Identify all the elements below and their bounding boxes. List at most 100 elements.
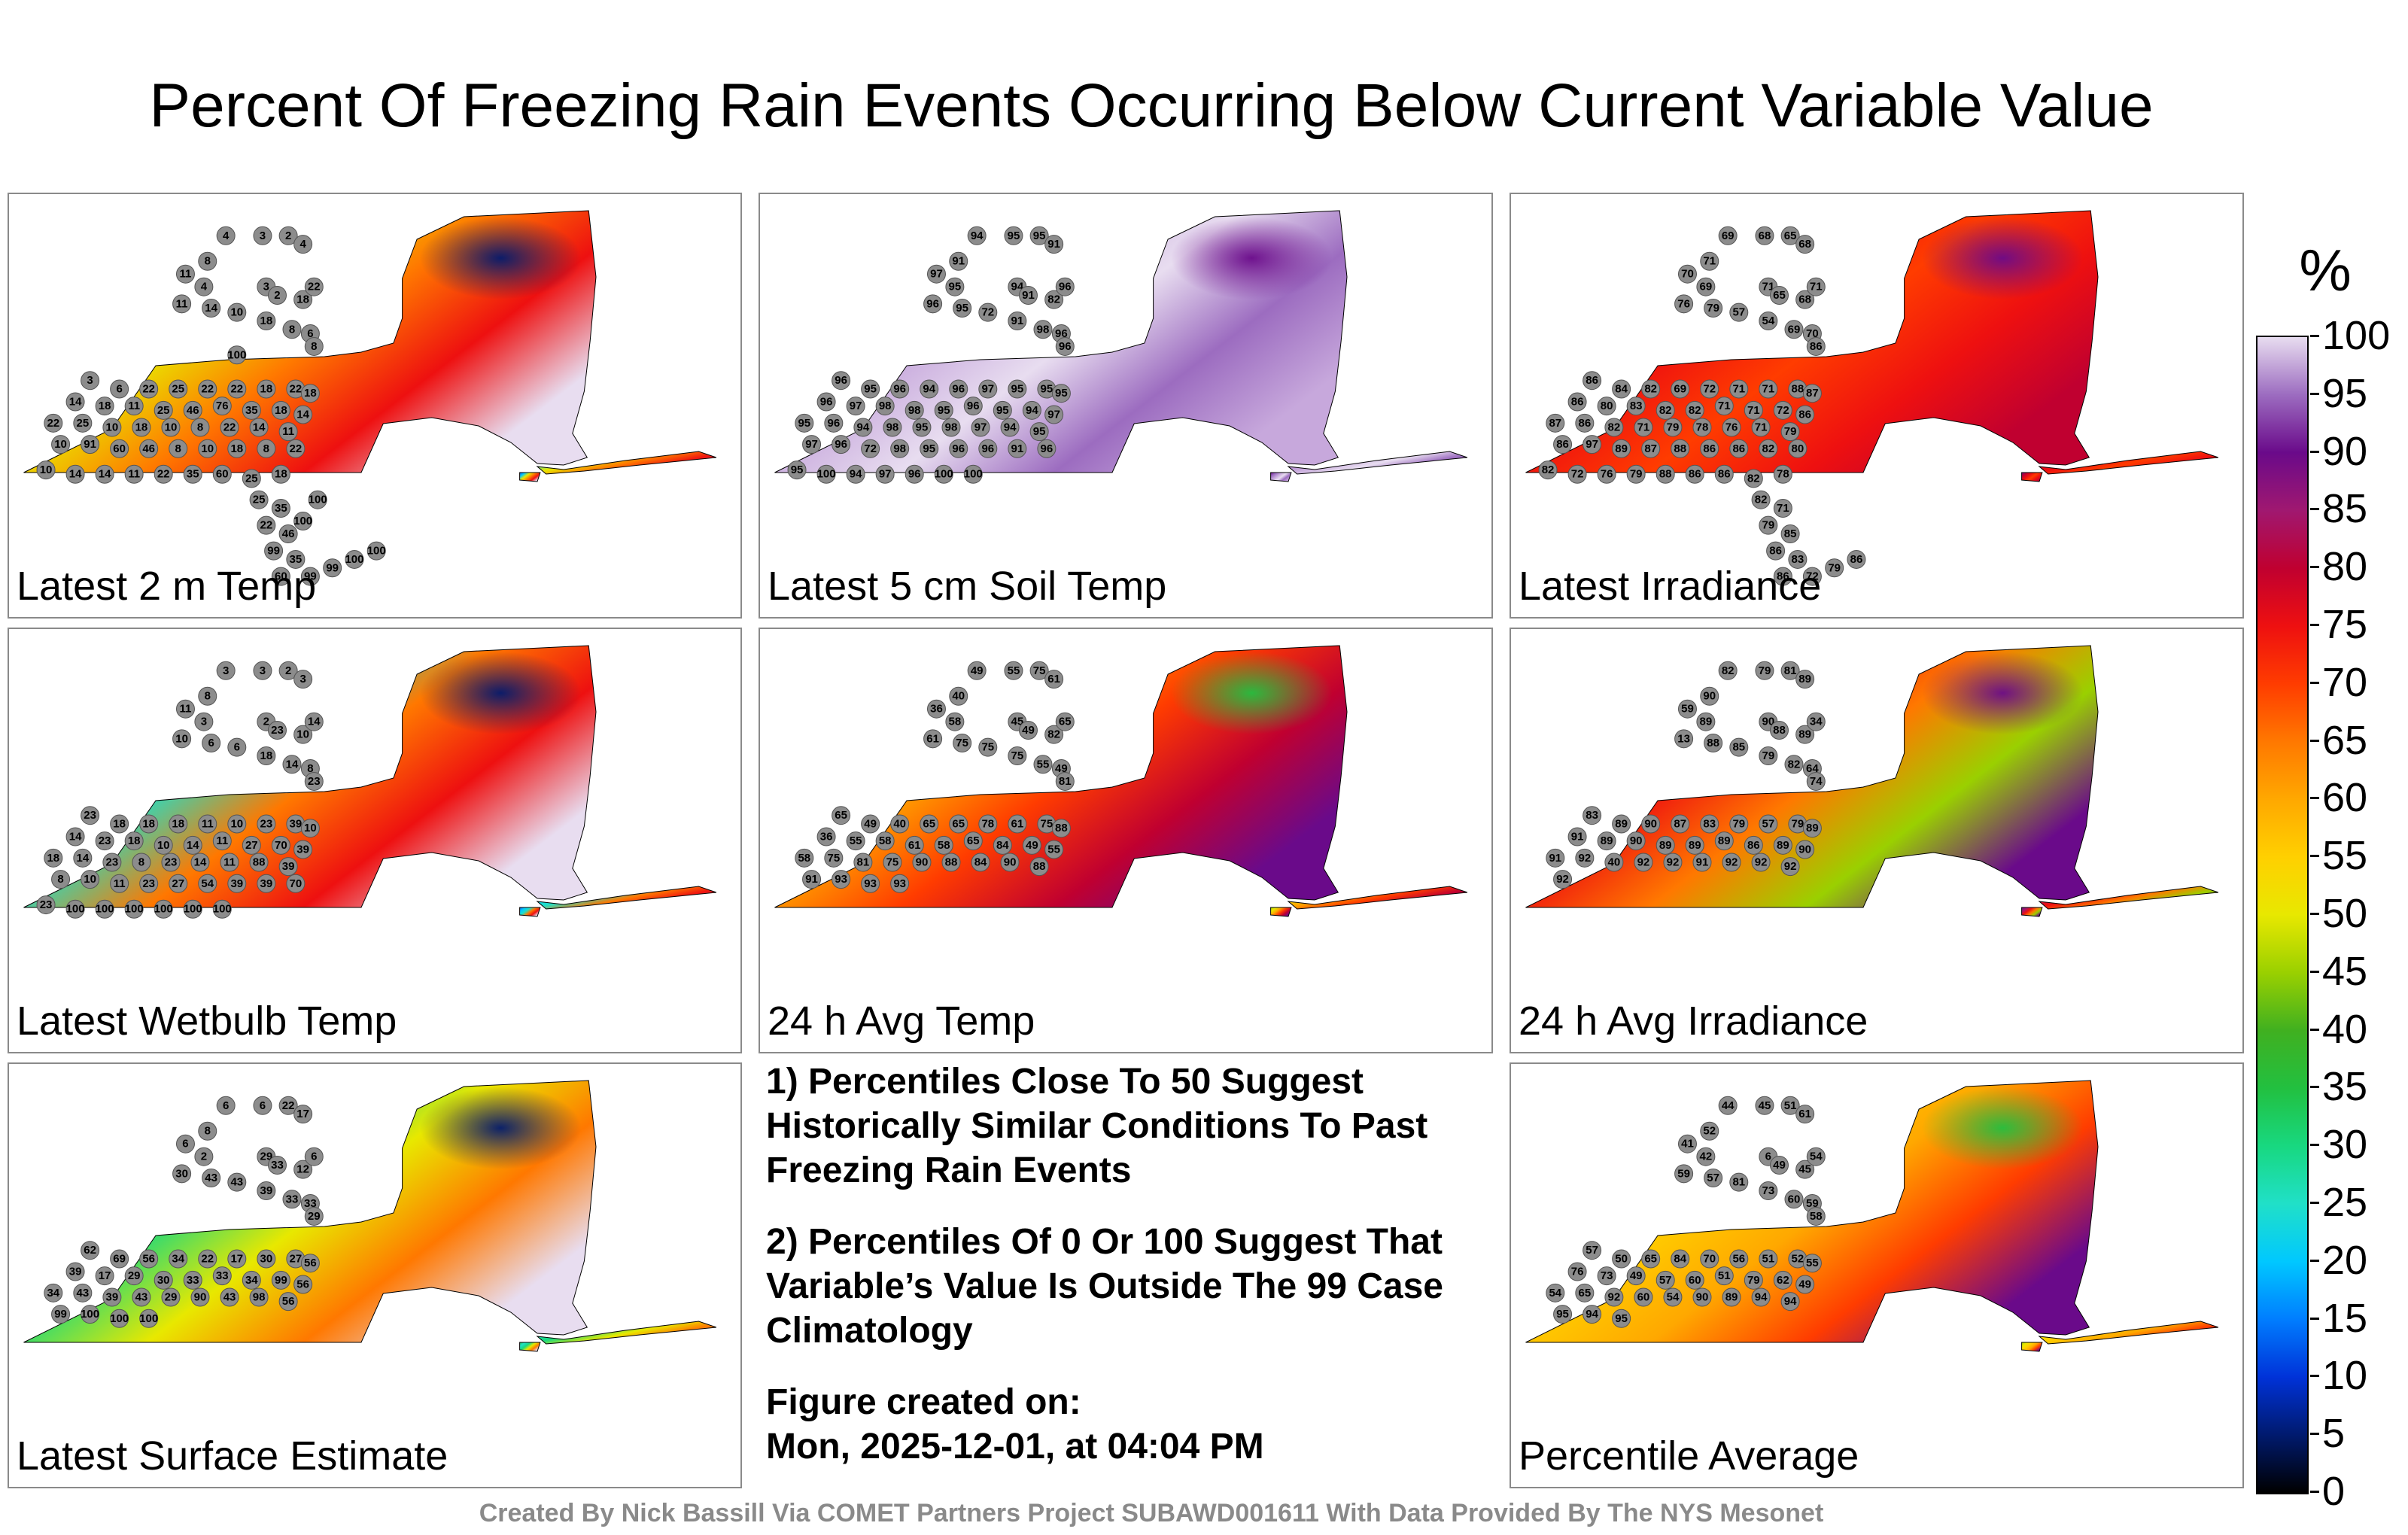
station-marker bbox=[278, 1096, 298, 1115]
station-value: 86 bbox=[1578, 417, 1591, 430]
adirondack-shading bbox=[1922, 217, 2084, 299]
station-value: 10 bbox=[54, 438, 67, 451]
station-value: 45 bbox=[1011, 716, 1023, 728]
station-value: 8 bbox=[175, 442, 181, 455]
station-marker bbox=[1755, 661, 1774, 680]
station-marker bbox=[1780, 661, 1800, 680]
station-marker bbox=[110, 814, 129, 834]
station-value: 56 bbox=[282, 1295, 295, 1308]
station-value: 96 bbox=[981, 442, 994, 455]
colorbar-tick-label: 85 bbox=[2322, 486, 2368, 532]
station-value: 96 bbox=[1059, 340, 1072, 353]
station-marker bbox=[1546, 848, 1565, 868]
station-value: 91 bbox=[1022, 289, 1035, 302]
staten-island-shape bbox=[1271, 473, 1291, 482]
station-value: 11 bbox=[114, 877, 126, 890]
staten-island-shape bbox=[520, 1342, 540, 1351]
station-value: 79 bbox=[1630, 468, 1643, 481]
station-value: 76 bbox=[1725, 421, 1738, 433]
station-value: 6 bbox=[1765, 1150, 1771, 1163]
station-value: 76 bbox=[1601, 468, 1613, 481]
station-value: 23 bbox=[308, 775, 321, 788]
station-marker bbox=[264, 541, 284, 561]
station-marker bbox=[212, 899, 232, 919]
station-marker bbox=[934, 835, 953, 855]
station-marker bbox=[212, 1266, 232, 1286]
station-value: 30 bbox=[260, 1253, 272, 1266]
station-value: 81 bbox=[857, 856, 870, 868]
station-marker bbox=[1802, 567, 1822, 586]
station-marker bbox=[1806, 1147, 1826, 1166]
station-value: 89 bbox=[1798, 728, 1811, 741]
station-marker bbox=[978, 439, 998, 458]
station-value: 93 bbox=[893, 877, 906, 890]
colorbar-tick bbox=[2310, 855, 2319, 858]
station-value: 94 bbox=[1004, 421, 1017, 433]
station-value: 89 bbox=[1725, 1290, 1738, 1303]
station-value: 22 bbox=[201, 1253, 214, 1266]
station-value: 49 bbox=[864, 818, 877, 831]
station-value: 95 bbox=[1615, 1312, 1628, 1325]
station-marker bbox=[1663, 1287, 1683, 1307]
station-value: 14 bbox=[187, 839, 199, 852]
station-marker bbox=[1612, 379, 1631, 399]
station-value: 76 bbox=[1571, 1266, 1584, 1278]
station-marker bbox=[1692, 1287, 1712, 1307]
panel-label: Latest Wetbulb Temp bbox=[17, 999, 397, 1044]
station-value: 100 bbox=[293, 515, 312, 527]
station-marker bbox=[1641, 814, 1661, 834]
station-marker bbox=[1604, 853, 1624, 872]
station-value: 65 bbox=[967, 834, 980, 847]
station-marker bbox=[257, 746, 276, 765]
station-marker bbox=[1553, 870, 1573, 889]
station-marker bbox=[832, 870, 851, 889]
station-value: 8 bbox=[307, 762, 313, 775]
station-marker bbox=[949, 379, 968, 399]
station-value: 51 bbox=[1762, 1253, 1774, 1266]
station-value: 56 bbox=[304, 1257, 317, 1269]
station-value: 94 bbox=[857, 421, 870, 433]
station-marker bbox=[293, 512, 313, 530]
station-value: 3 bbox=[201, 716, 207, 728]
station-marker bbox=[1751, 418, 1771, 437]
station-value: 58 bbox=[949, 716, 962, 728]
station-marker bbox=[905, 835, 924, 855]
station-value: 99 bbox=[54, 1308, 67, 1321]
station-value: 82 bbox=[1047, 293, 1060, 306]
station-marker bbox=[253, 1096, 272, 1115]
station-marker bbox=[183, 835, 202, 855]
station-value: 92 bbox=[1556, 873, 1569, 886]
station-value: 81 bbox=[1784, 664, 1797, 677]
station-value: 95 bbox=[1055, 387, 1068, 400]
colorbar-tick bbox=[2310, 1433, 2319, 1436]
station-value: 71 bbox=[1747, 404, 1760, 417]
long-island-shape bbox=[2039, 886, 2218, 909]
station-marker bbox=[934, 400, 953, 420]
station-value: 22 bbox=[47, 417, 59, 430]
station-marker bbox=[323, 558, 342, 578]
station-marker bbox=[1685, 464, 1704, 484]
station-marker bbox=[139, 874, 159, 893]
station-value: 65 bbox=[923, 818, 935, 831]
station-marker bbox=[890, 874, 910, 893]
station-marker bbox=[132, 853, 151, 872]
station-marker bbox=[175, 264, 195, 284]
station-marker bbox=[293, 1275, 313, 1294]
station-value: 70 bbox=[1681, 268, 1694, 281]
station-value: 98 bbox=[253, 1290, 266, 1303]
station-value: 43 bbox=[230, 1176, 243, 1189]
station-value: 23 bbox=[271, 724, 284, 737]
station-value: 62 bbox=[84, 1244, 96, 1257]
station-marker bbox=[198, 379, 217, 399]
station-marker bbox=[1044, 235, 1064, 254]
station-marker bbox=[1714, 464, 1734, 484]
station-value: 11 bbox=[223, 856, 236, 868]
station-value: 60 bbox=[216, 468, 229, 481]
station-marker bbox=[1795, 670, 1815, 689]
colorbar-tick bbox=[2310, 1259, 2319, 1262]
station-marker bbox=[227, 1249, 247, 1269]
station-value: 40 bbox=[952, 690, 965, 703]
station-marker bbox=[154, 835, 173, 855]
station-value: 27 bbox=[290, 1253, 303, 1266]
station-value: 79 bbox=[1784, 425, 1797, 438]
